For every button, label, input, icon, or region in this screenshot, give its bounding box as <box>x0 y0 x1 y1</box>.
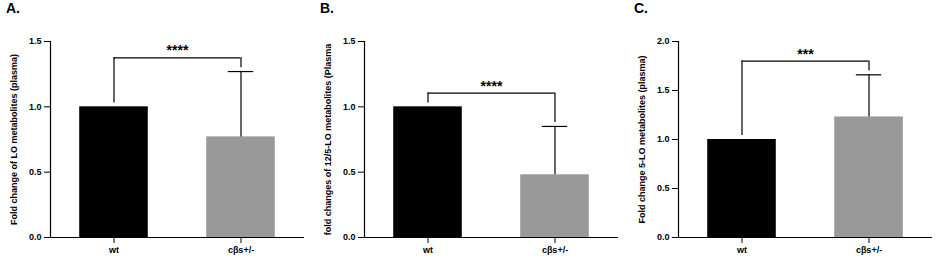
svg-text:0.5: 0.5 <box>29 167 42 177</box>
svg-text:Fold change 5-LO metabolites (: Fold change 5-LO metabolites (plasma) <box>637 55 647 223</box>
html-text:A.: A. <box>6 0 20 16</box>
html-text:C.: C. <box>634 0 648 16</box>
html-text:B.: B. <box>320 0 334 16</box>
svg-text:0.0: 0.0 <box>657 232 670 242</box>
svg-text:cβs+/-: cβs+/- <box>542 245 568 255</box>
svg-text:2.0: 2.0 <box>657 36 670 46</box>
svg-text:cβs+/-: cβs+/- <box>856 245 882 255</box>
svg-text:0.5: 0.5 <box>657 183 670 193</box>
svg-text:***: *** <box>797 46 814 62</box>
svg-text:****: **** <box>481 78 503 94</box>
svg-text:****: **** <box>167 42 189 58</box>
svg-text:0.0: 0.0 <box>343 232 356 242</box>
svg-text:1.0: 1.0 <box>29 102 42 112</box>
svg-text:0.0: 0.0 <box>29 232 42 242</box>
svg-text:wt: wt <box>422 245 433 255</box>
svg-text:cβs+/-: cβs+/- <box>228 245 254 255</box>
svg-text:Fold change of LO metabolites: Fold change of LO metabolites (plasma) <box>9 54 19 225</box>
svg-text:1.0: 1.0 <box>343 102 356 112</box>
svg-text:1.5: 1.5 <box>343 36 356 46</box>
svg-text:fold changes of 12/5-LO metabo: fold changes of 12/5-LO metabolites (Pla… <box>323 43 333 236</box>
svg-text:1.5: 1.5 <box>29 36 42 46</box>
svg-text:wt: wt <box>736 245 747 255</box>
svg-text:1.0: 1.0 <box>657 134 670 144</box>
svg-text:wt: wt <box>108 245 119 255</box>
svg-text:1.5: 1.5 <box>657 85 670 95</box>
svg-text:0.5: 0.5 <box>343 167 356 177</box>
